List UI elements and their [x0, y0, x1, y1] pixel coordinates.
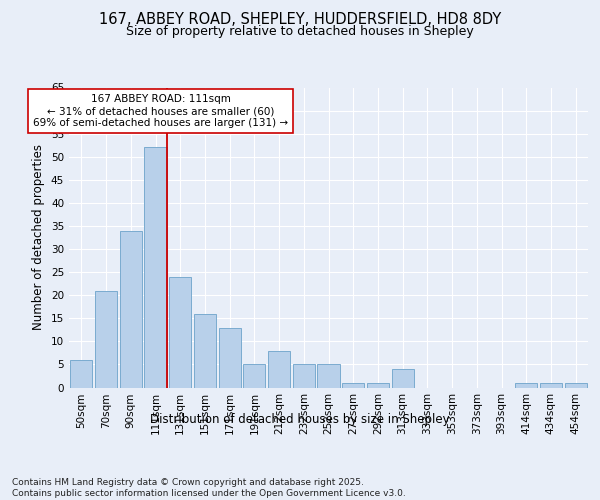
Bar — [540, 383, 562, 388]
Bar — [317, 364, 340, 388]
Text: Contains HM Land Registry data © Crown copyright and database right 2025.
Contai: Contains HM Land Registry data © Crown c… — [12, 478, 406, 498]
Bar — [218, 328, 241, 388]
Bar — [392, 369, 414, 388]
Bar — [565, 383, 587, 388]
Bar — [268, 350, 290, 388]
Bar — [367, 383, 389, 388]
Bar — [194, 314, 216, 388]
Text: 167, ABBEY ROAD, SHEPLEY, HUDDERSFIELD, HD8 8DY: 167, ABBEY ROAD, SHEPLEY, HUDDERSFIELD, … — [99, 12, 501, 28]
Bar — [119, 230, 142, 388]
Bar — [95, 290, 117, 388]
Text: 167 ABBEY ROAD: 111sqm
← 31% of detached houses are smaller (60)
69% of semi-det: 167 ABBEY ROAD: 111sqm ← 31% of detached… — [33, 94, 288, 128]
Text: Size of property relative to detached houses in Shepley: Size of property relative to detached ho… — [126, 25, 474, 38]
Bar — [293, 364, 315, 388]
Text: Distribution of detached houses by size in Shepley: Distribution of detached houses by size … — [150, 412, 450, 426]
Bar — [145, 148, 167, 388]
Bar — [243, 364, 265, 388]
Bar — [342, 383, 364, 388]
Y-axis label: Number of detached properties: Number of detached properties — [32, 144, 46, 330]
Bar — [169, 276, 191, 388]
Bar — [515, 383, 538, 388]
Bar — [70, 360, 92, 388]
